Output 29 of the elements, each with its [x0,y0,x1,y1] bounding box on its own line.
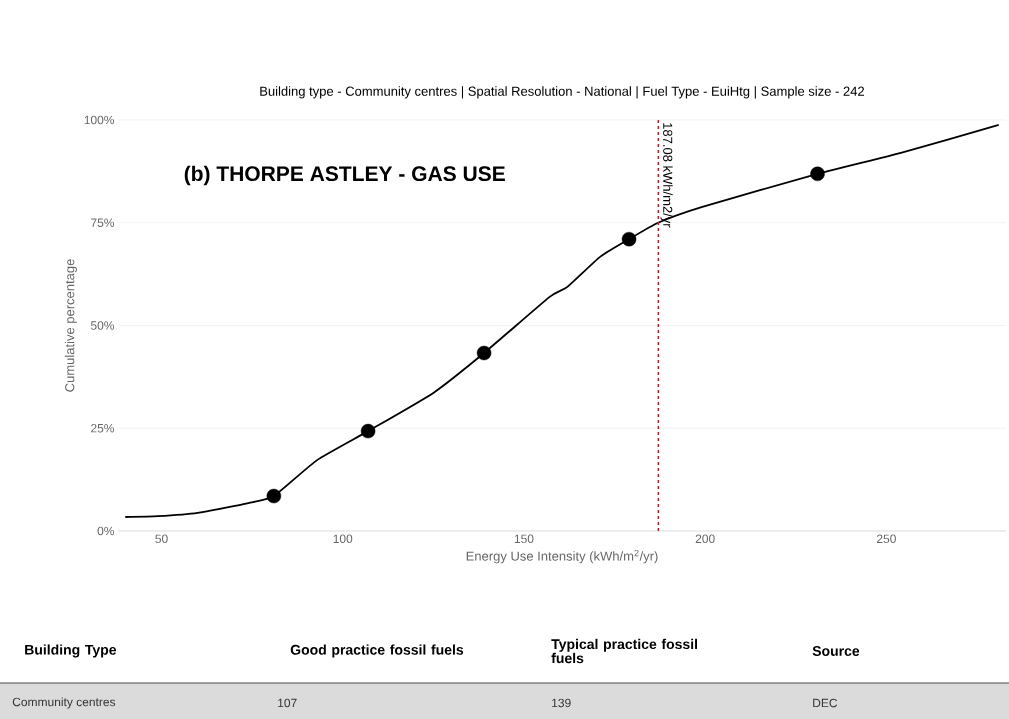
point [476,345,492,361]
text: Building Type [25,644,117,658]
y-tick-label: 75% [91,218,115,227]
x-tick-label: 50 [155,534,168,544]
x-tick-label: 100 [333,534,353,544]
text: 139 [552,698,571,708]
y-tick-label: 50% [90,321,115,330]
y-tick-label: 25% [91,423,115,433]
point [266,488,282,504]
ref-line-label: 187.08 kWh/m2/yr [660,123,673,228]
annotation: (b) THORPE ASTLEY - GAS USE [184,165,505,186]
y-tick-label: 0% [97,526,115,536]
text: Community centres [12,697,116,709]
y-axis-title: Cumulative percentage [64,259,77,392]
text: 107 [278,698,297,708]
text: DEC [813,698,838,708]
line-series [124,124,1000,518]
point [360,423,376,439]
point [810,166,825,182]
text: Source [812,646,860,656]
text: Good practice fossil fuels [290,644,464,658]
x-tick-label: 150 [514,534,534,544]
y-tick-label: 100% [84,115,115,125]
point [621,231,637,247]
text: Typical practice fossil fuels [551,638,697,664]
chart-title: Building type - Community centres | Spatial Resolution - National | Fuel Type - EuiHtg | Sample size - 242 [260,86,864,99]
x-tick-label: 250 [876,534,896,544]
x-tick-label: 200 [695,534,715,544]
x-axis-title: Energy Use Intensity (kWh/m$^{2}$/yr) [466,549,658,564]
